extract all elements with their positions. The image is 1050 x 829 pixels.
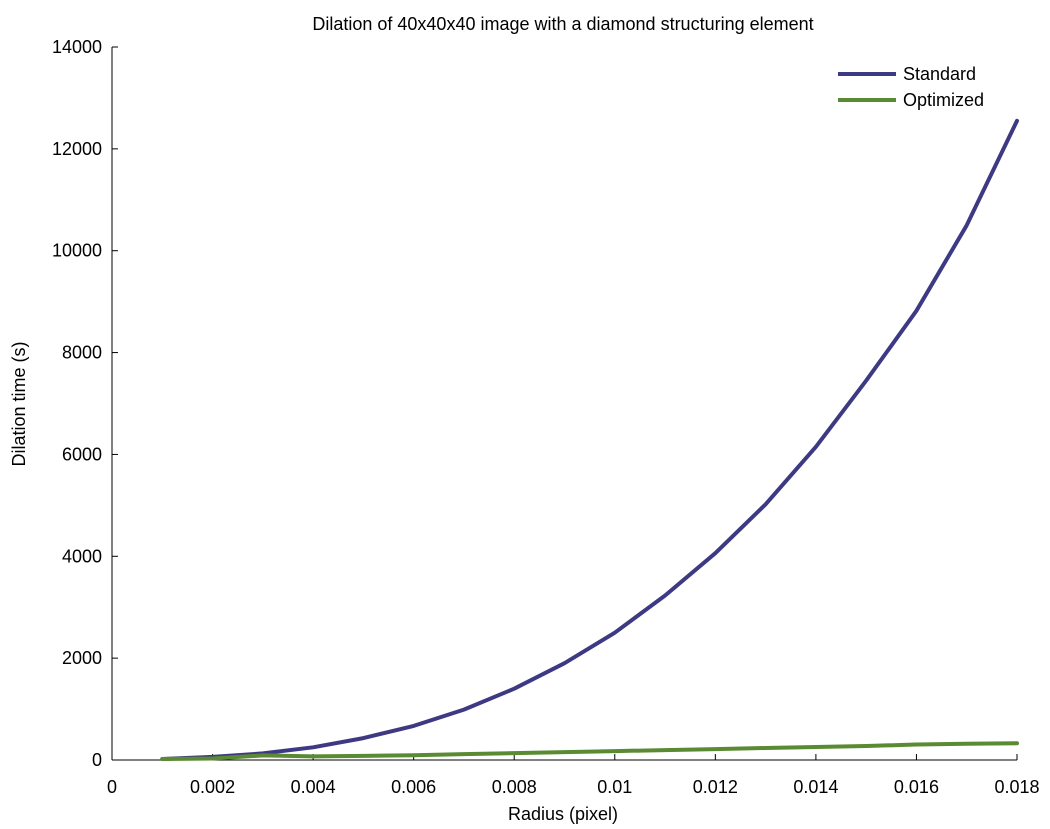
y-tick-label: 0 xyxy=(92,750,102,770)
chart-title: Dilation of 40x40x40 image with a diamon… xyxy=(312,14,813,34)
x-tick-label: 0.01 xyxy=(597,777,632,797)
y-tick-label: 6000 xyxy=(62,444,102,464)
series-lines xyxy=(160,118,1019,761)
y-tick-label: 4000 xyxy=(62,546,102,566)
legend-label-standard: Standard xyxy=(903,64,976,84)
y-tick-label: 2000 xyxy=(62,648,102,668)
x-axis-title: Radius (pixel) xyxy=(508,804,618,824)
y-tick-label: 8000 xyxy=(62,343,102,363)
x-tick-label: 0.008 xyxy=(492,777,537,797)
y-tick-label: 14000 xyxy=(52,37,102,57)
y-axis-title: Dilation time (s) xyxy=(9,341,29,466)
y-tick-label: 10000 xyxy=(52,241,102,261)
x-tick-label: 0 xyxy=(107,777,117,797)
x-tick-label: 0.012 xyxy=(693,777,738,797)
series-line-optimized xyxy=(160,741,1019,761)
x-tick-label: 0.018 xyxy=(994,777,1039,797)
x-tick-label: 0.002 xyxy=(190,777,235,797)
x-tick-label: 0.006 xyxy=(391,777,436,797)
legend-label-optimized: Optimized xyxy=(903,90,984,110)
x-axis-ticks: 0 0.002 0.004 0.006 0.008 0.01 0.012 0.014 0.016… xyxy=(107,754,1040,797)
series-line-standard xyxy=(160,118,1019,761)
y-tick-label: 12000 xyxy=(52,139,102,159)
y-axis-ticks: 0 2000 4000 6000 8000 10000 12000 14000 xyxy=(52,37,118,770)
x-tick-label: 0.004 xyxy=(291,777,336,797)
x-tick-label: 0.016 xyxy=(894,777,939,797)
legend: Standard Optimized xyxy=(838,64,984,110)
x-tick-label: 0.014 xyxy=(793,777,838,797)
